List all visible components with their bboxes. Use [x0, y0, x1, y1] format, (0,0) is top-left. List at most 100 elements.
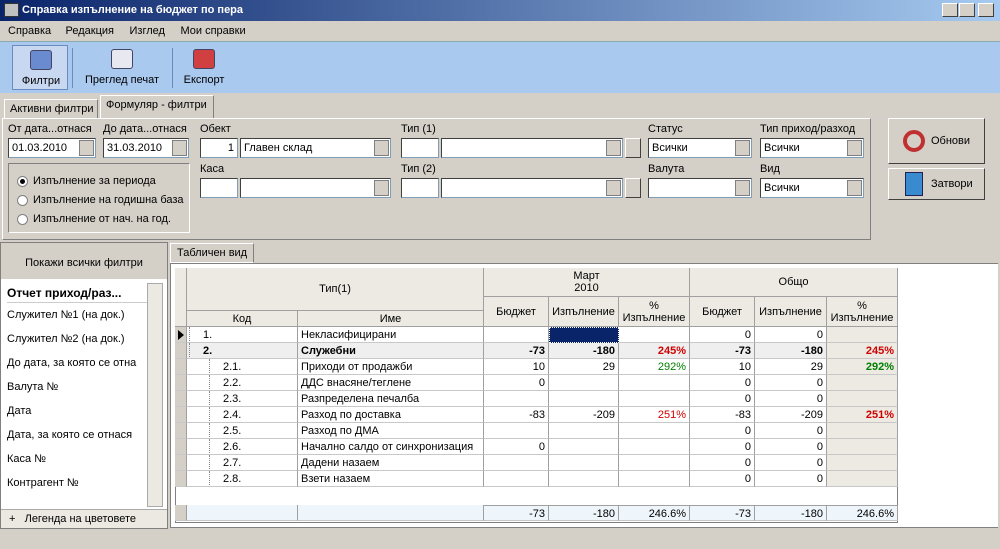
- value-cell: 0: [690, 327, 755, 343]
- filter-input[interactable]: [441, 178, 623, 198]
- row-indicator: [175, 471, 187, 487]
- legend-toggle[interactable]: + Легенда на цветовете: [1, 509, 167, 528]
- filter-value: Главен склад: [244, 142, 313, 154]
- refresh-button[interactable]: Обнови: [888, 118, 985, 164]
- list-header[interactable]: Отчет приход/раз...: [7, 283, 147, 303]
- row-code: 2.6.: [223, 441, 242, 453]
- refresh-icon: [903, 130, 925, 152]
- code-cell: 2.6.: [187, 439, 298, 455]
- footer-total: -180: [549, 505, 619, 521]
- code-input[interactable]: 1: [200, 138, 238, 158]
- filter-list-item[interactable]: Контрагент №: [7, 477, 79, 489]
- tree-line: [209, 375, 210, 390]
- mode-radio[interactable]: [17, 214, 28, 225]
- row-code: 2.8.: [223, 473, 242, 485]
- value-cell: 0: [755, 439, 827, 455]
- filter-list-item[interactable]: Дата, за която се отнася: [7, 429, 133, 441]
- minimize-button[interactable]: [942, 3, 958, 17]
- percent-cell: [827, 327, 898, 343]
- filter-input[interactable]: Всички: [760, 178, 864, 198]
- toolbar-button[interactable]: Филтри: [12, 45, 68, 90]
- close-form-button[interactable]: Затвори: [888, 168, 985, 200]
- dropdown-button[interactable]: [847, 140, 862, 156]
- period-header: Март 2010: [484, 268, 690, 297]
- code-input[interactable]: [401, 138, 439, 158]
- percent-cell: [827, 455, 898, 471]
- toolbar-separator: [72, 48, 73, 88]
- close-button[interactable]: [978, 3, 994, 17]
- filter-input[interactable]: Всички: [760, 138, 864, 158]
- name-cell: Служебни: [298, 343, 484, 359]
- refresh-label: Обнови: [931, 135, 971, 147]
- tree-line: [189, 343, 190, 358]
- filter-label: От дата...отнася: [8, 123, 92, 135]
- value-cell: -180: [755, 343, 827, 359]
- filter-list: Служител №1 (на док.) Служител №2 (на док…: [7, 305, 147, 505]
- code-input[interactable]: [200, 178, 238, 198]
- percent-cell: 251%: [619, 407, 690, 423]
- filter-input[interactable]: [648, 178, 752, 198]
- dropdown-button[interactable]: [606, 140, 621, 156]
- menu-item[interactable]: Изглед: [129, 25, 165, 37]
- dropdown-button[interactable]: [847, 180, 862, 196]
- dropdown-button[interactable]: [172, 140, 187, 156]
- view-tab[interactable]: Табличен вид: [170, 243, 254, 263]
- row-indicator: [175, 455, 187, 471]
- menu-item[interactable]: Редакция: [65, 25, 114, 37]
- value-cell: [484, 471, 549, 487]
- value-cell: 0: [690, 439, 755, 455]
- value-cell: 0: [755, 423, 827, 439]
- row-code: 2.4.: [223, 409, 242, 421]
- filter-list-item[interactable]: Дата: [7, 405, 32, 417]
- name-cell: Дадени назаем: [298, 455, 484, 471]
- toolbar: Филтри Преглед печат Експорт: [0, 41, 1000, 93]
- dropdown-button[interactable]: [735, 180, 750, 196]
- mode-radio[interactable]: [17, 176, 28, 187]
- filter-input[interactable]: 01.03.2010: [8, 138, 96, 158]
- period-month: Март: [573, 270, 600, 282]
- filter-input[interactable]: Всички: [648, 138, 752, 158]
- show-all-filters[interactable]: Покажи всички филтри: [1, 243, 167, 279]
- filter-label: Статус: [648, 123, 683, 135]
- maximize-button[interactable]: [959, 3, 975, 17]
- filter-input[interactable]: [240, 178, 391, 198]
- dropdown-button[interactable]: [606, 180, 621, 196]
- filter-input[interactable]: [441, 138, 623, 158]
- clear-button[interactable]: [625, 138, 641, 158]
- filter-tab-active[interactable]: Формуляр - филтри: [100, 95, 214, 119]
- clear-button[interactable]: [625, 178, 641, 198]
- code-input[interactable]: [401, 178, 439, 198]
- toolbar-icon: [193, 49, 215, 69]
- filter-input[interactable]: 31.03.2010: [103, 138, 189, 158]
- close-icon: [905, 172, 923, 196]
- value-cell: 0: [690, 471, 755, 487]
- mode-radio[interactable]: [17, 195, 28, 206]
- toolbar-button[interactable]: Експорт: [176, 45, 232, 90]
- menu-item[interactable]: Справка: [8, 25, 52, 37]
- group-header: Тип(1): [187, 268, 484, 311]
- tree-line: [209, 391, 210, 406]
- filter-list-item[interactable]: Служител №1 (на док.): [7, 309, 125, 321]
- percent-cell: [619, 375, 690, 391]
- dropdown-button[interactable]: [374, 180, 389, 196]
- percent-cell: [827, 439, 898, 455]
- menu-item[interactable]: Мои справки: [180, 25, 246, 37]
- dropdown-button[interactable]: [79, 140, 94, 156]
- filter-list-item[interactable]: Каса №: [7, 453, 46, 465]
- toolbar-button[interactable]: Преглед печат: [76, 45, 168, 90]
- dropdown-button[interactable]: [374, 140, 389, 156]
- filter-list-item[interactable]: До дата, за която се отна: [7, 357, 137, 369]
- row-code: 2.: [203, 345, 213, 357]
- toolbar-icon: [30, 50, 52, 70]
- value-cell: 0: [755, 455, 827, 471]
- dropdown-button[interactable]: [735, 140, 750, 156]
- filter-input[interactable]: Главен склад: [240, 138, 391, 158]
- row-indicator: [175, 407, 187, 423]
- filter-tab[interactable]: Активни филтри: [4, 99, 98, 119]
- value-cell: -209: [549, 407, 619, 423]
- percent-cell: [827, 471, 898, 487]
- filter-list-item[interactable]: Валута №: [7, 381, 59, 393]
- value-cell: [549, 471, 619, 487]
- filter-list-item[interactable]: Служител №2 (на док.): [7, 333, 125, 345]
- row-code: 2.3.: [223, 393, 242, 405]
